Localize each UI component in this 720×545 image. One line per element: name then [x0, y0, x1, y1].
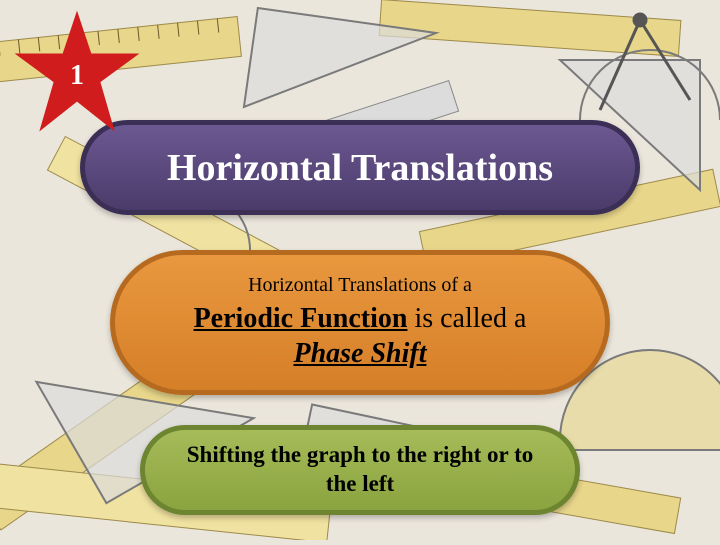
definition-line2: Periodic Function is called a Phase Shif…: [194, 301, 527, 371]
star-badge: 1: [12, 8, 142, 138]
phase-shift-term: Phase Shift: [293, 338, 426, 369]
periodic-function-term: Periodic Function: [194, 303, 408, 334]
explanation-pill: Shifting the graph to the right or to th…: [140, 425, 580, 515]
title-pill: Horizontal Translations: [80, 120, 640, 215]
title-text: Horizontal Translations: [167, 146, 553, 190]
definition-line1: Horizontal Translations of a: [248, 274, 472, 297]
definition-pill: Horizontal Translations of a Periodic Fu…: [110, 250, 610, 395]
explanation-text: Shifting the graph to the right or to th…: [169, 441, 551, 499]
star-number: 1: [70, 60, 84, 92]
definition-mid: is called a: [407, 303, 526, 334]
